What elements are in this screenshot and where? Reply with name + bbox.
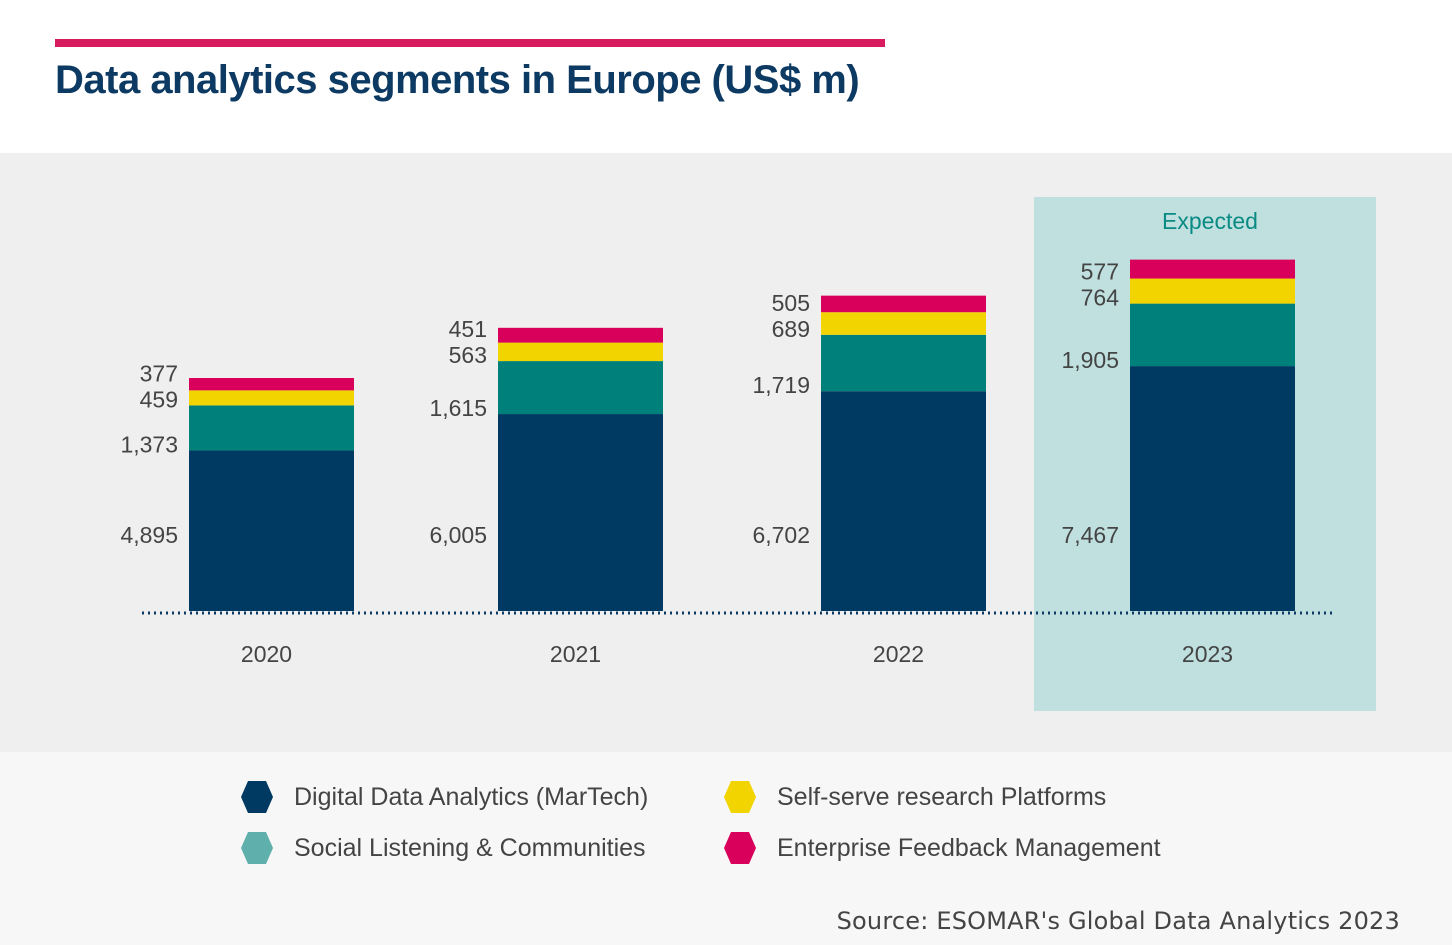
data-label: 577 (1081, 259, 1119, 285)
bar-segment (821, 334, 986, 392)
accent-bar (55, 39, 885, 47)
legend: Digital Data Analytics (MarTech) Social … (0, 752, 1452, 945)
hexagon-icon (724, 781, 756, 813)
bar-segment (1130, 259, 1295, 279)
data-label: 6,702 (752, 522, 810, 548)
header: Data analytics segments in Europe (US$ m… (0, 0, 1452, 153)
bar-segment (821, 312, 986, 335)
data-label: 689 (772, 316, 810, 342)
data-label: 459 (140, 386, 178, 412)
hexagon-icon (724, 832, 756, 864)
data-label: 505 (772, 290, 810, 316)
legend-label: Self-serve research Platforms (777, 782, 1107, 811)
bar-segment (189, 405, 354, 451)
x-tick-label: 2023 (1182, 641, 1233, 667)
data-label: 451 (449, 316, 487, 342)
data-label: 1,615 (429, 395, 487, 421)
bar-segment (821, 391, 986, 611)
hexagon-icon (241, 781, 273, 813)
legend-item-martech: Digital Data Analytics (MarTech) (240, 780, 648, 814)
legend-label: Social Listening & Communities (294, 833, 646, 862)
bar-segment (821, 295, 986, 313)
data-label: 4,895 (120, 522, 178, 548)
data-label: 764 (1081, 285, 1120, 311)
source-note: Source: ESOMAR's Global Data Analytics 2… (836, 907, 1400, 935)
bar-segment (1130, 278, 1295, 304)
x-tick-label: 2021 (550, 641, 601, 667)
data-label: 563 (449, 342, 487, 368)
x-tick-label: 2020 (241, 641, 292, 667)
data-label: 1,719 (752, 372, 810, 398)
expected-label: Expected (1162, 208, 1258, 234)
data-label: 6,005 (429, 522, 487, 548)
bar-segment (498, 361, 663, 415)
legend-label: Enterprise Feedback Management (777, 833, 1161, 862)
legend-item-social: Social Listening & Communities (240, 831, 646, 865)
chart-title: Data analytics segments in Europe (US$ m… (55, 58, 860, 102)
data-label: 7,467 (1061, 522, 1119, 548)
data-label: 1,373 (120, 431, 178, 457)
bar-segment (498, 342, 663, 362)
legend-item-selfserve: Self-serve research Platforms (723, 780, 1106, 814)
data-label: 1,905 (1061, 347, 1119, 373)
bar-segment (498, 414, 663, 611)
bar-segment (189, 390, 354, 406)
bar-segment (189, 450, 354, 611)
legend-label: Digital Data Analytics (MarTech) (294, 782, 649, 811)
bar-segment (498, 327, 663, 343)
hexagon-icon (241, 832, 273, 864)
data-label: 377 (140, 360, 178, 386)
bar-segment (1130, 303, 1295, 367)
bar-segment (1130, 366, 1295, 611)
legend-item-efm: Enterprise Feedback Management (723, 831, 1161, 865)
x-tick-label: 2022 (873, 641, 924, 667)
bar-segment (189, 378, 354, 391)
